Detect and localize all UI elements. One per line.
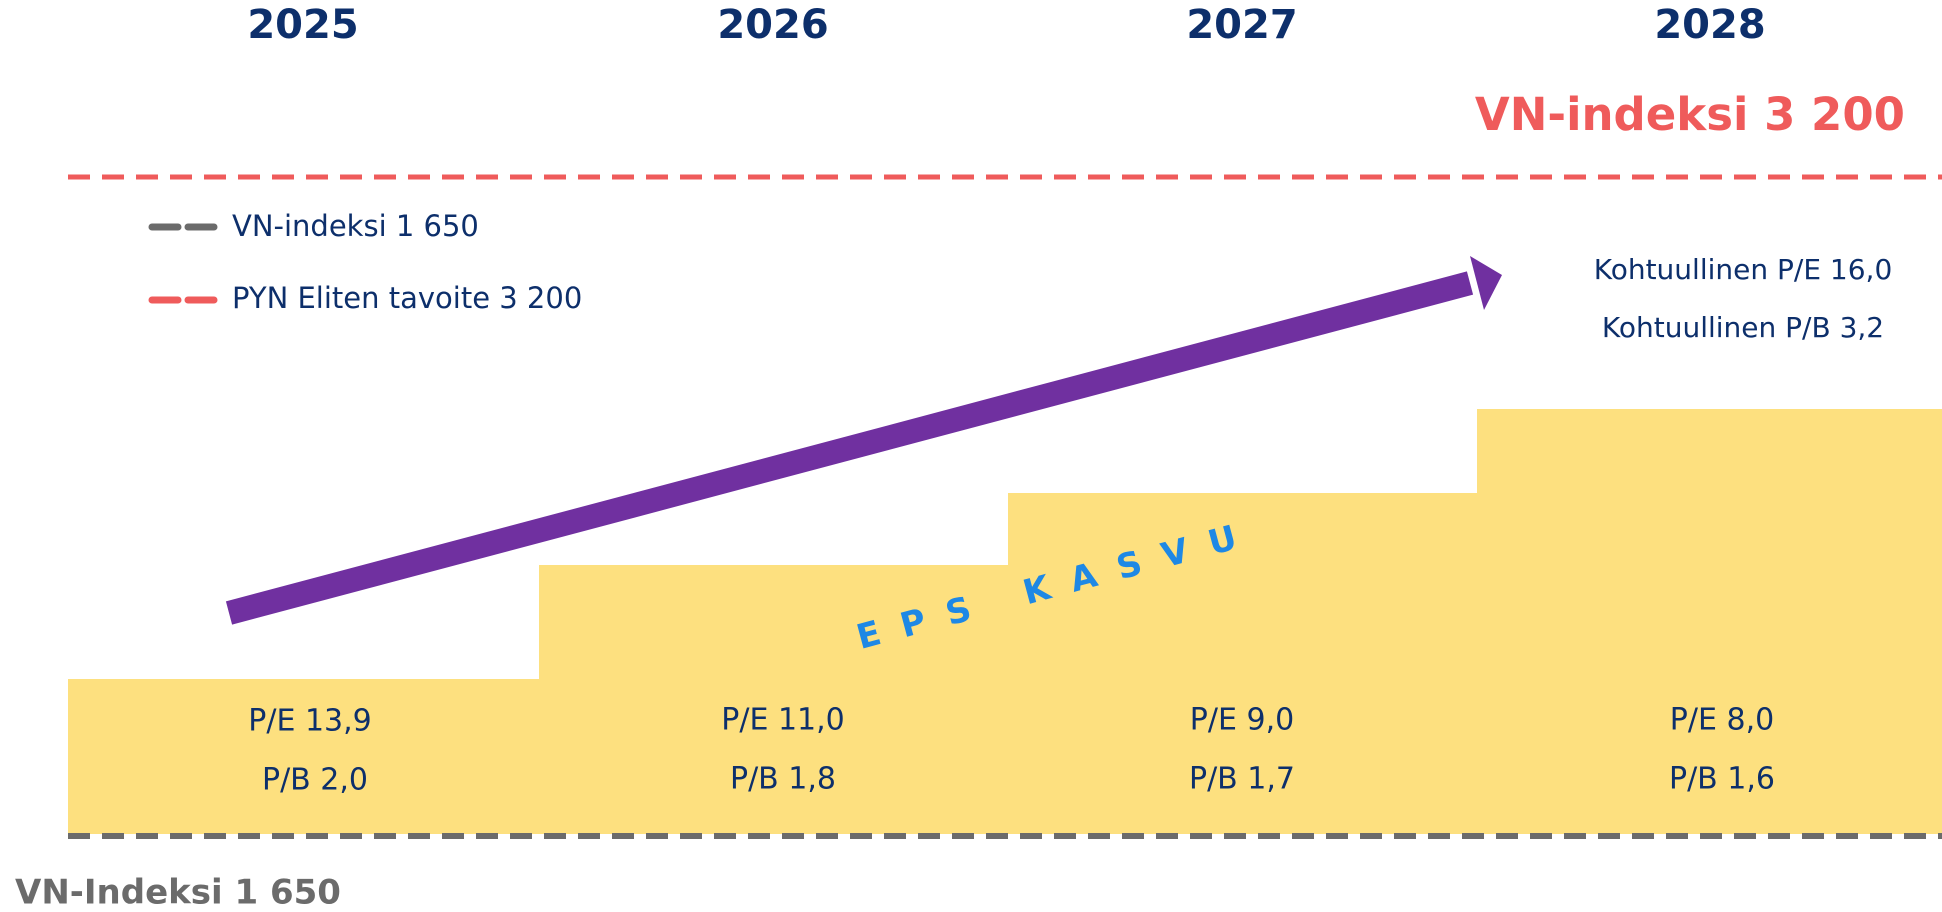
pb-label: P/B 2,0 <box>262 763 368 798</box>
year: 2028 <box>1654 2 1765 48</box>
year: 2025 <box>247 2 358 48</box>
year: 2026 <box>717 2 828 48</box>
pb-label: P/B 1,6 <box>1669 762 1775 797</box>
pe-label: P/E 8,0 <box>1670 703 1774 738</box>
pe-label: P/E 11,0 <box>721 703 845 738</box>
pb-label: P/B 1,7 <box>1189 762 1295 797</box>
year: 2027 <box>1186 2 1297 48</box>
arrow-shaft <box>225 271 1474 625</box>
arrow-head <box>1470 256 1502 310</box>
target-label: VN-indeksi 3 200 <box>1475 88 1905 141</box>
legend-label: VN-indeksi 1 650 <box>232 209 479 243</box>
fair-value: Kohtuullinen P/B 3,2 <box>1602 311 1884 344</box>
pb-label: P/B 1,8 <box>730 762 836 797</box>
legend-label: PYN Eliten tavoite 3 200 <box>232 281 582 315</box>
pe-label: P/E 13,9 <box>248 704 372 739</box>
growth-steps <box>68 409 1942 834</box>
fair-value: Kohtuullinen P/E 16,0 <box>1594 253 1893 286</box>
pe-label: P/E 9,0 <box>1190 703 1294 738</box>
base-label: VN-Indeksi 1 650 <box>15 873 341 912</box>
